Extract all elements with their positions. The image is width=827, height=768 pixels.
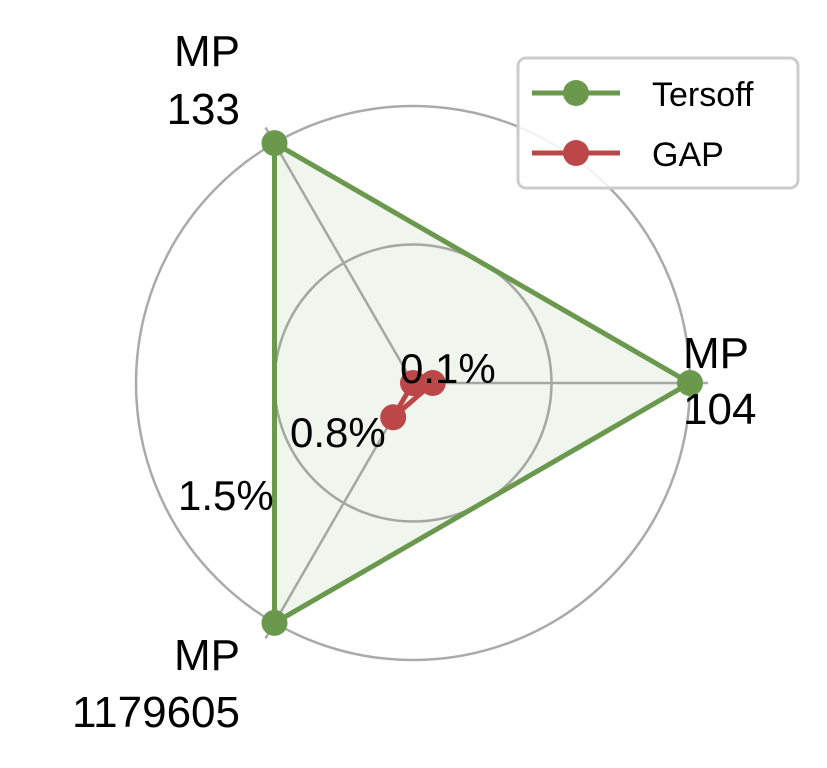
axis-label-1-line-1: MP [683,329,749,378]
legend-marker-gap [563,140,589,166]
data-point-tersoff-2 [261,130,288,157]
legend-label-tersoff: Tersoff [652,76,754,114]
radial-tick-label: 0.1% [400,345,496,392]
axis-label-2-line-2: 133 [167,85,240,134]
radial-tick-label: 0.8% [290,409,386,456]
axis-label-2-line-1: MP [174,27,240,76]
legend-label-gap: GAP [652,136,724,174]
axis-label-3-line-1: MP [174,631,240,680]
radar-labels: 0.1% 0.8% 1.5% MP 104 MP 133 MP 1179605 [72,27,756,737]
axis-label-3-line-2: 1179605 [72,688,240,737]
radial-tick-label: 1.5% [178,472,274,519]
spoke-2 [264,126,415,384]
series-fill-tersoff [274,143,690,623]
data-point-gap-1 [419,370,446,396]
legend: Tersoff GAP [516,56,800,190]
data-point-tersoff-1 [677,370,703,396]
data-point-gap-2 [400,370,426,396]
radar-series [261,130,703,636]
series-line-tersoff [272,140,693,626]
legend-marker-tersoff [563,80,589,106]
data-point-gap-3 [380,404,407,431]
data-point-tersoff-3 [261,609,288,636]
axis-label-1-line-2: 104 [683,385,756,434]
